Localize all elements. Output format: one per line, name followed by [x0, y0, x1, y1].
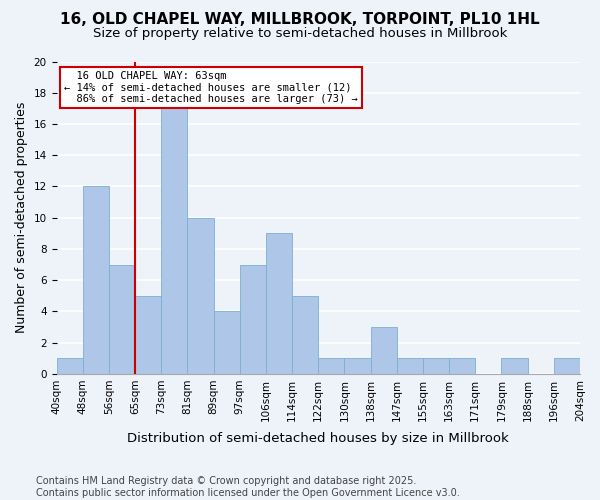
Bar [135, 296, 161, 374]
Text: Contains HM Land Registry data © Crown copyright and database right 2025.
Contai: Contains HM Land Registry data © Crown c… [36, 476, 460, 498]
Y-axis label: Number of semi-detached properties: Number of semi-detached properties [15, 102, 28, 334]
Bar [161, 108, 187, 374]
Bar [187, 218, 214, 374]
Bar [344, 358, 371, 374]
Bar [554, 358, 580, 374]
Bar [371, 327, 397, 374]
Bar [83, 186, 109, 374]
Bar [240, 264, 266, 374]
Text: Size of property relative to semi-detached houses in Millbrook: Size of property relative to semi-detach… [93, 28, 507, 40]
Bar [292, 296, 318, 374]
Bar [56, 358, 83, 374]
Bar [214, 312, 240, 374]
Text: 16, OLD CHAPEL WAY, MILLBROOK, TORPOINT, PL10 1HL: 16, OLD CHAPEL WAY, MILLBROOK, TORPOINT,… [60, 12, 540, 28]
Bar [397, 358, 423, 374]
Bar [423, 358, 449, 374]
Bar [109, 264, 135, 374]
Bar [266, 234, 292, 374]
Bar [449, 358, 475, 374]
X-axis label: Distribution of semi-detached houses by size in Millbrook: Distribution of semi-detached houses by … [127, 432, 509, 445]
Bar [318, 358, 344, 374]
Text: 16 OLD CHAPEL WAY: 63sqm
← 14% of semi-detached houses are smaller (12)
  86% of: 16 OLD CHAPEL WAY: 63sqm ← 14% of semi-d… [64, 71, 358, 104]
Bar [502, 358, 527, 374]
